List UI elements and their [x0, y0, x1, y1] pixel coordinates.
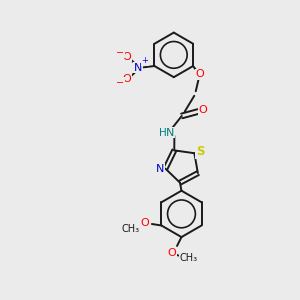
Text: O: O: [199, 105, 208, 115]
Text: −: −: [116, 48, 124, 58]
Text: CH₃: CH₃: [122, 224, 140, 234]
Text: O: O: [141, 218, 149, 228]
Text: S: S: [196, 145, 205, 158]
Text: CH₃: CH₃: [179, 254, 198, 263]
Text: O: O: [122, 74, 131, 84]
Text: H: H: [159, 128, 167, 138]
Text: N: N: [166, 128, 175, 138]
Text: O: O: [195, 69, 204, 80]
Text: +: +: [141, 56, 148, 65]
Text: O: O: [122, 52, 131, 61]
Text: N: N: [156, 164, 164, 174]
Text: O: O: [167, 248, 176, 258]
Text: −: −: [116, 78, 124, 88]
Text: N: N: [134, 62, 142, 73]
